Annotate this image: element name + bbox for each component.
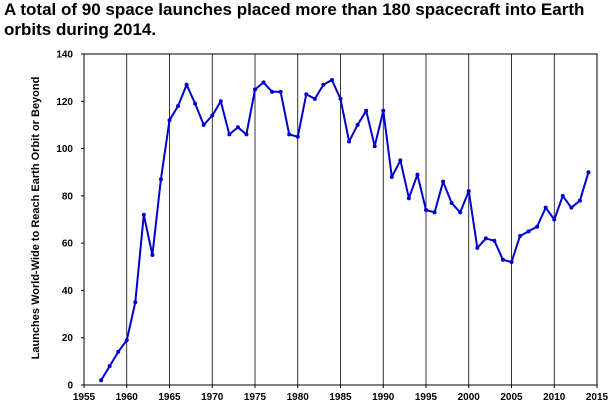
data-point bbox=[552, 217, 557, 222]
data-point bbox=[261, 80, 266, 85]
data-point bbox=[116, 349, 121, 354]
data-point bbox=[107, 364, 112, 369]
x-tick-label: 1985 bbox=[329, 392, 352, 403]
data-point bbox=[509, 260, 514, 265]
data-point bbox=[389, 174, 394, 179]
data-point bbox=[210, 113, 215, 118]
data-point bbox=[338, 96, 343, 101]
data-point bbox=[364, 108, 369, 113]
data-point bbox=[99, 378, 104, 383]
data-point bbox=[500, 257, 505, 262]
data-point bbox=[201, 122, 206, 127]
data-point bbox=[150, 252, 155, 257]
data-point bbox=[133, 300, 138, 305]
data-point bbox=[321, 82, 326, 87]
data-point bbox=[518, 234, 523, 239]
x-tick-label: 2010 bbox=[543, 392, 566, 403]
data-point bbox=[347, 139, 352, 144]
x-tick-label: 2015 bbox=[586, 392, 609, 403]
data-point bbox=[167, 118, 172, 123]
y-tick-label: 80 bbox=[62, 191, 74, 202]
y-tick-label: 100 bbox=[56, 144, 73, 155]
x-tick-label: 2005 bbox=[500, 392, 523, 403]
data-point bbox=[355, 122, 360, 127]
data-point bbox=[466, 189, 471, 194]
x-tick-label: 1975 bbox=[244, 392, 267, 403]
data-point bbox=[577, 198, 582, 203]
data-point bbox=[329, 78, 334, 83]
data-point bbox=[227, 132, 232, 137]
data-point bbox=[560, 193, 565, 198]
data-point bbox=[406, 196, 411, 201]
y-tick-label: 140 bbox=[56, 50, 73, 61]
series-group bbox=[99, 78, 591, 383]
data-point bbox=[381, 108, 386, 113]
x-tick-label: 1980 bbox=[287, 392, 310, 403]
data-point bbox=[415, 172, 420, 177]
data-point bbox=[176, 104, 181, 109]
data-point bbox=[304, 92, 309, 97]
data-point bbox=[193, 101, 198, 106]
x-tick-label: 2000 bbox=[458, 392, 481, 403]
x-axis-ticks: 1955 1960 1965 1970 1975 1980 1985 1990 1995 2000… bbox=[73, 385, 609, 403]
data-point bbox=[586, 170, 591, 175]
data-point bbox=[372, 144, 377, 149]
x-tick-label: 1960 bbox=[116, 392, 139, 403]
x-tick-label: 1990 bbox=[372, 392, 395, 403]
data-point bbox=[278, 89, 283, 94]
data-point bbox=[475, 245, 480, 250]
data-point bbox=[449, 200, 454, 205]
data-point bbox=[483, 236, 488, 241]
data-point bbox=[458, 210, 463, 215]
y-tick-label: 20 bbox=[62, 333, 74, 344]
y-axis-ticks: 0 20 40 60 80 100 120 140 bbox=[56, 50, 84, 392]
data-point bbox=[492, 238, 497, 243]
y-tick-label: 120 bbox=[56, 97, 73, 108]
data-point bbox=[287, 132, 292, 137]
y-tick-label: 60 bbox=[62, 239, 74, 250]
data-point bbox=[244, 132, 249, 137]
data-point bbox=[295, 134, 300, 139]
data-point bbox=[441, 179, 446, 184]
y-tick-label: 0 bbox=[67, 381, 73, 392]
data-point bbox=[432, 210, 437, 215]
x-tick-label: 1970 bbox=[201, 392, 224, 403]
data-point bbox=[158, 177, 163, 182]
data-point bbox=[270, 89, 275, 94]
data-point bbox=[184, 82, 189, 87]
data-point bbox=[235, 125, 240, 130]
x-tick-label: 1965 bbox=[158, 392, 181, 403]
series-line bbox=[100, 79, 590, 381]
data-point bbox=[124, 338, 129, 343]
data-point bbox=[398, 158, 403, 163]
data-point bbox=[218, 99, 223, 104]
data-point bbox=[543, 205, 548, 210]
y-tick-label: 40 bbox=[62, 286, 74, 297]
data-point bbox=[526, 229, 531, 234]
x-tick-label: 1955 bbox=[73, 392, 96, 403]
data-point bbox=[312, 96, 317, 101]
data-point bbox=[569, 205, 574, 210]
page-title: A total of 90 space launches placed more… bbox=[4, 0, 585, 39]
data-point bbox=[253, 87, 257, 92]
data-point bbox=[141, 212, 146, 217]
data-point bbox=[535, 224, 540, 229]
x-tick-label: 1995 bbox=[415, 392, 438, 403]
data-point bbox=[424, 208, 428, 213]
